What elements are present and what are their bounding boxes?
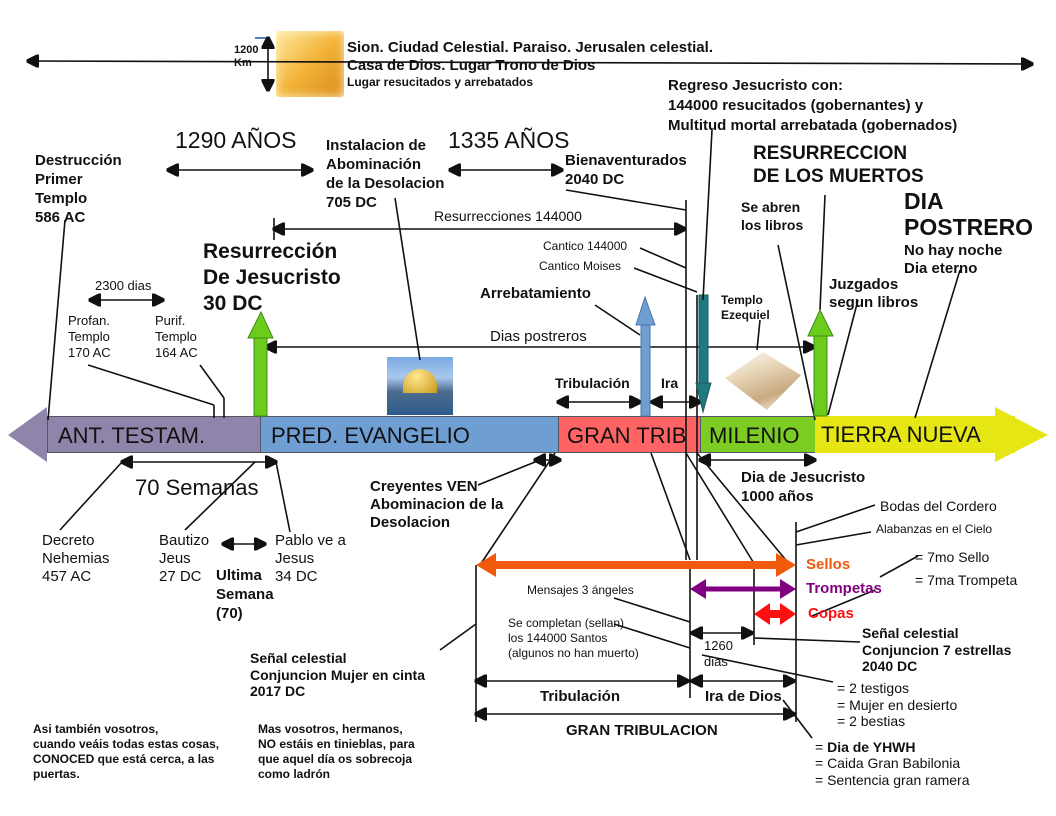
ira-top-label: Ira bbox=[661, 375, 679, 391]
pablo-label: Pablo ve a Jesus 34 DC bbox=[275, 532, 346, 585]
dome-of-rock-image bbox=[387, 357, 453, 415]
scale-label: 1200 Km bbox=[234, 44, 259, 70]
mensajes-label: Mensajes 3 ángeles bbox=[527, 583, 634, 597]
resurreccion-jesucristo-label: Resurrección De Jesucristo 30 DC bbox=[203, 240, 341, 315]
sellos-arrow bbox=[476, 553, 796, 577]
senal-mujer-label: Señal celestial Conjuncion Mujer en cint… bbox=[250, 650, 426, 699]
cantico-moises: Cantico Moises bbox=[539, 259, 622, 273]
tribulacion-bottom-label: Tribulación bbox=[540, 688, 621, 705]
testigos-label: = 2 testigos = Mujer en desierto = 2 bes… bbox=[837, 680, 958, 729]
semanas-70-label: 70 Semanas bbox=[135, 475, 259, 500]
timeline-left-arrowhead bbox=[8, 407, 47, 462]
trompetas-label: Trompetas bbox=[806, 580, 882, 597]
cantico-144000: Cantico 144000 bbox=[543, 239, 628, 253]
asi-tambien-quote: Asi también vosotros, cuando veáis todas… bbox=[33, 722, 220, 781]
purif-label: Purif. Templo 164 AC bbox=[155, 313, 198, 360]
dia-postrero-sub: No hay noche Dia eterno bbox=[904, 242, 1003, 277]
sellos-label: Sellos bbox=[806, 556, 851, 573]
resurreccion-arrow bbox=[247, 310, 274, 417]
resurrecciones-label: Resurrecciones 144000 bbox=[434, 208, 582, 224]
creyentes-label: Creyentes VEN Abominacion de la Desolaci… bbox=[370, 478, 504, 531]
segment-pred-evangelio: PRED. EVANGELIO bbox=[260, 416, 559, 453]
copas-label: Copas bbox=[808, 605, 854, 622]
templo-ezequiel-label: Templo Ezequiel bbox=[721, 293, 770, 322]
gran-tribulacion-label: GRAN TRIBULACION bbox=[566, 722, 718, 739]
years-1335: 1335 AÑOS bbox=[448, 127, 570, 153]
babilonia-label: = Caida Gran Babilonia = Sentencia gran … bbox=[815, 755, 970, 788]
profan-label: Profan. Templo 170 AC bbox=[68, 313, 111, 360]
heaven-line1: Sion. Ciudad Celestial. Paraiso. Jerusal… bbox=[347, 39, 713, 56]
mas-vosotros-quote: Mas vosotros, hermanos, NO estáis en tin… bbox=[258, 722, 415, 781]
bodas-label: Bodas del Cordero bbox=[880, 498, 997, 514]
dia-jesucristo-label: Dia de Jesucristo 1000 años bbox=[741, 469, 866, 505]
bautizo-label: Bautizo Jeus 27 DC bbox=[159, 532, 210, 585]
heaven-line2: Casa de Dios. Lugar Trono de Dios bbox=[347, 57, 596, 74]
segment-tierra-nueva: TIERRA NUEVA bbox=[815, 416, 1015, 453]
tribulacion-top-label: Tribulación bbox=[555, 375, 630, 391]
regreso-label: Regreso Jesucristo con: 144000 resucitad… bbox=[668, 77, 958, 134]
trompetas-arrow bbox=[690, 579, 796, 599]
arrebatamiento-arrow bbox=[635, 295, 656, 417]
dias-postreros-label: Dias postreros bbox=[490, 328, 587, 345]
septima-trompeta: = 7ma Trompeta bbox=[915, 572, 1018, 588]
resurreccion-muertos-label: RESURRECCION DE LOS MUERTOS bbox=[753, 143, 924, 187]
resurreccion-muertos-arrow bbox=[807, 308, 834, 417]
juzgados-label: Juzgados segun libros bbox=[829, 276, 919, 311]
destruccion-label: Destrucción Primer Templo 586 AC bbox=[35, 152, 122, 226]
ultima-semana-label: Ultima Semana (70) bbox=[216, 567, 274, 622]
copas-arrow bbox=[754, 603, 796, 625]
ira-de-dios-label: Ira de Dios bbox=[705, 688, 782, 705]
segment-milenio: MILENIO bbox=[700, 416, 816, 453]
dias-2300: 2300 dias bbox=[95, 278, 152, 293]
years-1290: 1290 AÑOS bbox=[175, 127, 297, 153]
dia-yhwh-label: = Dia de YHWH bbox=[815, 739, 916, 755]
instalacion-label: Instalacion de Abominación de la Desolac… bbox=[326, 137, 445, 211]
libros-label: Se abren los libros bbox=[741, 199, 804, 233]
segment-gran-trib: GRAN TRIB bbox=[558, 416, 701, 453]
heaven-line3: Lugar resucitados y arrebatados bbox=[347, 75, 534, 89]
senal-7-label: Señal celestial Conjuncion 7 estrellas 2… bbox=[862, 625, 1012, 674]
septimo-sello: = 7mo Sello bbox=[915, 549, 990, 565]
arrebatamiento-label: Arrebatamiento bbox=[480, 285, 591, 302]
se-completan-label: Se completan (sellan) los 144000 Santos … bbox=[508, 616, 639, 660]
decreto-label: Decreto Nehemias 457 AC bbox=[42, 532, 110, 585]
top-span-arrow bbox=[28, 61, 1032, 64]
dias-1260: 1260 dias bbox=[704, 638, 733, 669]
regreso-arrow bbox=[695, 294, 712, 414]
alabanzas-label: Alabanzas en el Cielo bbox=[876, 522, 993, 536]
bienaventurados-label: Bienaventurados 2040 DC bbox=[565, 152, 687, 188]
dia-postrero-label: DIA POSTRERO bbox=[904, 188, 1034, 240]
